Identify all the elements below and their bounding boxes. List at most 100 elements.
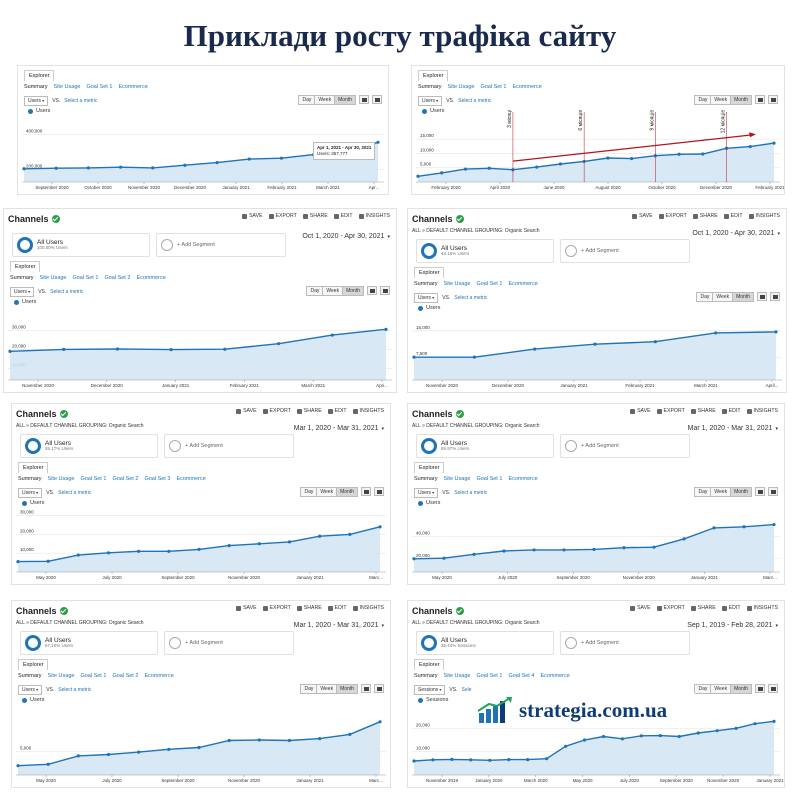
subtab-ecommerce[interactable]: Ecommerce bbox=[136, 275, 166, 281]
period-day-button[interactable]: Day bbox=[300, 487, 318, 497]
tab-explorer[interactable]: Explorer bbox=[418, 70, 449, 81]
tab-explorer[interactable]: Explorer bbox=[24, 70, 55, 81]
period-week-button[interactable]: Week bbox=[316, 487, 338, 497]
period-month-button[interactable]: Month bbox=[342, 286, 364, 296]
chart-type-icon[interactable] bbox=[755, 95, 765, 104]
action-share-button[interactable]: SHARE bbox=[690, 605, 716, 611]
subtab-goal-set-2[interactable]: Goal Set 2 bbox=[104, 275, 131, 281]
subtab-site-usage[interactable]: Site Usage bbox=[39, 275, 67, 281]
action-insights-button[interactable]: INSIGHTS bbox=[748, 213, 780, 219]
metric-dropdown[interactable]: Users bbox=[10, 287, 35, 297]
subtab-site-usage[interactable]: Site Usage bbox=[47, 673, 75, 679]
action-edit-button[interactable]: EDIT bbox=[327, 605, 347, 611]
action-export-button[interactable]: EXPORT bbox=[262, 408, 291, 414]
action-edit-button[interactable]: EDIT bbox=[721, 408, 741, 414]
action-save-button[interactable]: SAVE bbox=[236, 605, 257, 611]
action-edit-button[interactable]: EDIT bbox=[723, 213, 743, 219]
subtab-goal-set-1[interactable]: Goal Set 1 bbox=[80, 673, 107, 679]
tab-explorer[interactable]: Explorer bbox=[414, 462, 445, 473]
select-metric-link[interactable]: Select a metric bbox=[64, 98, 98, 104]
chart-type-icon[interactable] bbox=[367, 286, 377, 295]
add-segment-button[interactable]: + Add Segment bbox=[560, 434, 690, 458]
date-range-picker[interactable]: Mar 1, 2020 - Mar 31, 2021 ▾ bbox=[294, 622, 384, 629]
subtab-goal-set-1[interactable]: Goal Set 1 bbox=[86, 84, 113, 90]
metric-dropdown[interactable]: Users bbox=[414, 488, 439, 498]
action-save-button[interactable]: SAVE bbox=[630, 605, 651, 611]
action-export-button[interactable]: EXPORT bbox=[268, 213, 297, 219]
period-month-button[interactable]: Month bbox=[730, 684, 752, 694]
subtab-site-usage[interactable]: Site Usage bbox=[47, 476, 75, 482]
breadcrumb[interactable]: ALL » DEFAULT CHANNEL GROUPING: Organic … bbox=[412, 620, 540, 626]
chart-type-icon[interactable] bbox=[757, 292, 767, 301]
chart-type-icon[interactable] bbox=[361, 684, 371, 693]
subtab-summary[interactable]: Summary bbox=[414, 673, 438, 679]
period-month-button[interactable]: Month bbox=[730, 487, 752, 497]
add-segment-button[interactable]: + Add Segment bbox=[164, 434, 294, 458]
tab-explorer[interactable]: Explorer bbox=[18, 659, 49, 670]
motion-chart-icon[interactable] bbox=[372, 95, 382, 104]
motion-chart-icon[interactable] bbox=[768, 684, 778, 693]
action-edit-button[interactable]: EDIT bbox=[721, 605, 741, 611]
select-metric-link[interactable]: Select a metric bbox=[454, 295, 488, 301]
subtab-goal-set-1[interactable]: Goal Set 1 bbox=[480, 84, 507, 90]
subtab-site-usage[interactable]: Site Usage bbox=[447, 84, 475, 90]
subtab-summary[interactable]: Summary bbox=[414, 476, 438, 482]
breadcrumb[interactable]: ALL » DEFAULT CHANNEL GROUPING: Organic … bbox=[412, 228, 540, 234]
period-month-button[interactable]: Month bbox=[730, 95, 752, 105]
segment-all-users[interactable]: All Users 65.97% Users bbox=[416, 434, 554, 458]
subtab-ecommerce[interactable]: Ecommerce bbox=[508, 476, 538, 482]
period-day-button[interactable]: Day bbox=[694, 487, 712, 497]
period-month-button[interactable]: Month bbox=[336, 684, 358, 694]
segment-all-users[interactable]: All Users 100.00% Users bbox=[12, 233, 150, 257]
action-save-button[interactable]: SAVE bbox=[632, 213, 653, 219]
action-edit-button[interactable]: EDIT bbox=[333, 213, 353, 219]
select-metric-link[interactable]: Select a metric bbox=[50, 289, 84, 295]
segment-all-users[interactable]: All Users 67.10% Users bbox=[20, 631, 158, 655]
subtab-site-usage[interactable]: Site Usage bbox=[443, 476, 471, 482]
chart-type-icon[interactable] bbox=[359, 95, 369, 104]
tab-explorer[interactable]: Explorer bbox=[414, 267, 445, 278]
period-day-button[interactable]: Day bbox=[694, 684, 712, 694]
tab-explorer[interactable]: Explorer bbox=[414, 659, 445, 670]
action-insights-button[interactable]: INSIGHTS bbox=[746, 605, 778, 611]
period-month-button[interactable]: Month bbox=[336, 487, 358, 497]
subtab-summary[interactable]: Summary bbox=[18, 476, 42, 482]
motion-chart-icon[interactable] bbox=[374, 487, 384, 496]
subtab-goal-set-3[interactable]: Goal Set 3 bbox=[144, 476, 171, 482]
subtab-goal-set-1[interactable]: Goal Set 1 bbox=[476, 476, 503, 482]
select-metric-link[interactable]: Select a metric bbox=[58, 687, 92, 693]
subtab-ecommerce[interactable]: Ecommerce bbox=[512, 84, 542, 90]
action-share-button[interactable]: SHARE bbox=[296, 408, 322, 414]
date-range-picker[interactable]: Mar 1, 2020 - Mar 31, 2021 ▾ bbox=[688, 425, 778, 432]
chart-type-icon[interactable] bbox=[361, 487, 371, 496]
period-day-button[interactable]: Day bbox=[298, 95, 316, 105]
subtab-ecommerce[interactable]: Ecommerce bbox=[144, 673, 174, 679]
subtab-site-usage[interactable]: Site Usage bbox=[443, 673, 471, 679]
period-week-button[interactable]: Week bbox=[314, 95, 336, 105]
chart-type-icon[interactable] bbox=[755, 487, 765, 496]
period-day-button[interactable]: Day bbox=[306, 286, 324, 296]
subtab-goal-set-4[interactable]: Goal Set 4 bbox=[508, 673, 535, 679]
subtab-summary[interactable]: Summary bbox=[414, 281, 438, 287]
action-save-button[interactable]: SAVE bbox=[630, 408, 651, 414]
subtab-goal-set-1[interactable]: Goal Set 1 bbox=[72, 275, 99, 281]
period-month-button[interactable]: Month bbox=[732, 292, 754, 302]
action-export-button[interactable]: EXPORT bbox=[656, 605, 685, 611]
date-range-picker[interactable]: Sep 1, 2019 - Feb 28, 2021 ▾ bbox=[687, 622, 778, 629]
action-edit-button[interactable]: EDIT bbox=[327, 408, 347, 414]
segment-all-users[interactable]: All Users 35.44% Sessions bbox=[416, 631, 554, 655]
metric-dropdown[interactable]: Sessions bbox=[414, 685, 446, 695]
date-range-picker[interactable]: Oct 1, 2020 - Apr 30, 2021 ▾ bbox=[302, 233, 390, 240]
subtab-ecommerce[interactable]: Ecommerce bbox=[540, 673, 570, 679]
action-save-button[interactable]: SAVE bbox=[236, 408, 257, 414]
action-export-button[interactable]: EXPORT bbox=[658, 213, 687, 219]
action-insights-button[interactable]: INSIGHTS bbox=[746, 408, 778, 414]
add-segment-button[interactable]: + Add Segment bbox=[560, 631, 690, 655]
add-segment-button[interactable]: + Add Segment bbox=[164, 631, 294, 655]
period-week-button[interactable]: Week bbox=[712, 292, 734, 302]
period-week-button[interactable]: Week bbox=[710, 95, 732, 105]
metric-dropdown[interactable]: Users bbox=[24, 96, 49, 106]
motion-chart-icon[interactable] bbox=[770, 292, 780, 301]
subtab-goal-set-1[interactable]: Goal Set 1 bbox=[476, 673, 503, 679]
subtab-goal-set-2[interactable]: Goal Set 2 bbox=[112, 476, 139, 482]
